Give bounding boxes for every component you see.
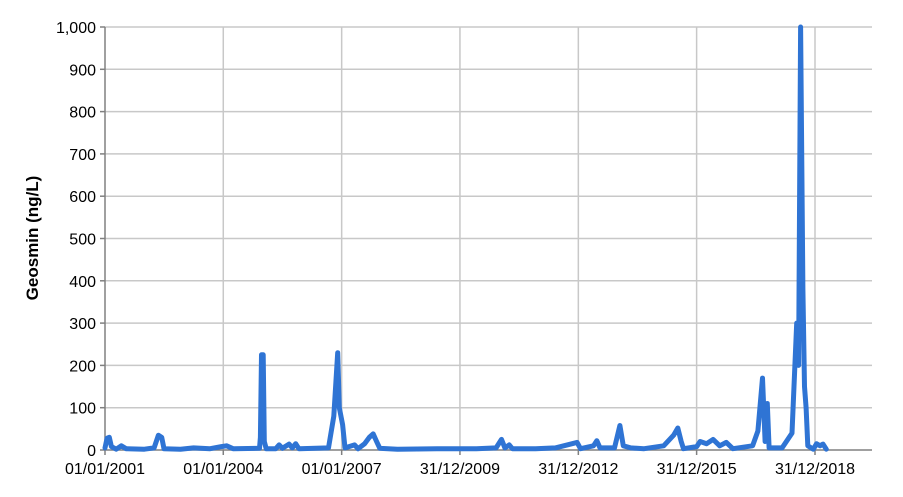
x-tick-label: 31/12/2012 xyxy=(538,461,618,478)
x-tick-label: 31/12/2018 xyxy=(775,461,855,478)
y-tick-label: 200 xyxy=(69,358,96,375)
x-tick-label: 01/01/2007 xyxy=(302,461,382,478)
y-tick-label: 800 xyxy=(69,105,96,122)
x-tick-label: 01/01/2001 xyxy=(65,461,145,478)
y-tick-label: 900 xyxy=(69,62,96,79)
x-tick-label: 01/01/2004 xyxy=(183,461,263,478)
y-tick-label: 400 xyxy=(69,274,96,291)
y-tick-label: 600 xyxy=(69,189,96,206)
x-tick-label: 31/12/2015 xyxy=(657,461,737,478)
y-tick-label: 1,000 xyxy=(56,20,96,37)
y-tick-label: 0 xyxy=(87,443,96,460)
x-tick-label: 31/12/2009 xyxy=(420,461,500,478)
y-tick-label: 300 xyxy=(69,316,96,333)
series-line xyxy=(102,24,829,452)
y-tick-label: 500 xyxy=(69,232,96,249)
y-tick-label: 100 xyxy=(69,401,96,418)
y-tick-label: 700 xyxy=(69,147,96,164)
y-axis-label: Geosmin (ng/L) xyxy=(23,176,42,301)
